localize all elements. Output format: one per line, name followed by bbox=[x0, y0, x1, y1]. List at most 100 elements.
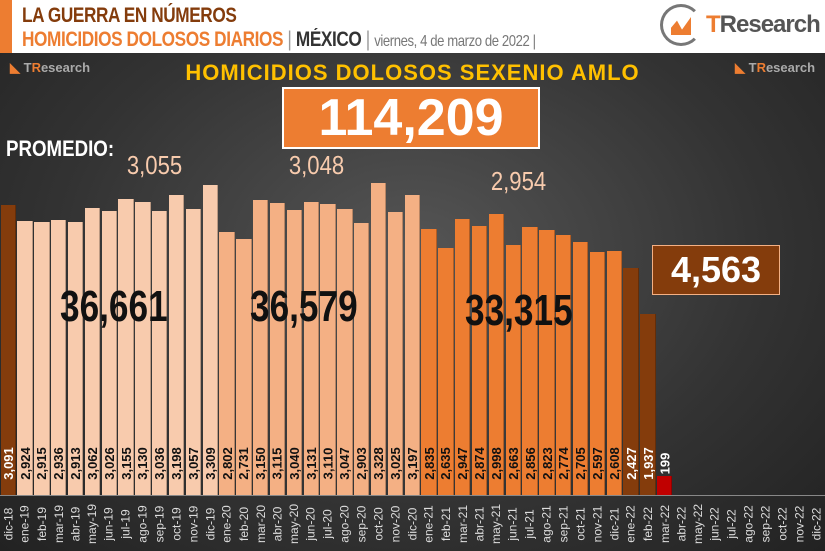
bar-jun-19 bbox=[101, 211, 117, 495]
month-label: sep-19 bbox=[152, 505, 167, 543]
bar-dic-19 bbox=[202, 184, 218, 495]
value-label: 3,026 bbox=[101, 446, 117, 480]
month-label: ago-22 bbox=[741, 505, 756, 543]
total-2019: 36,661 bbox=[60, 282, 168, 331]
month-label: nov-19 bbox=[186, 505, 201, 543]
month-label: mar-19 bbox=[51, 504, 66, 544]
value-label: 2,913 bbox=[67, 446, 83, 480]
value-label: 2,427 bbox=[623, 446, 639, 480]
value-label: 3,155 bbox=[118, 446, 134, 480]
value-label: 3,197 bbox=[404, 446, 420, 480]
month-label: jun-19 bbox=[102, 507, 117, 541]
value-label: 3,025 bbox=[387, 446, 403, 480]
month-label: jul-20 bbox=[320, 509, 335, 539]
watermark-logo: ◣ TResearch bbox=[10, 60, 91, 75]
month-label: nov-20 bbox=[388, 505, 403, 543]
value-label: 2,835 bbox=[421, 446, 437, 480]
average-2021: 2,954 bbox=[490, 166, 547, 196]
month-label: abr-21 bbox=[472, 506, 487, 542]
month-label: feb-20 bbox=[236, 506, 251, 542]
month-label: mar-21 bbox=[455, 504, 470, 544]
month-label: dic-21 bbox=[607, 507, 622, 541]
month-label: ago-21 bbox=[539, 505, 554, 543]
average-2019: 3,055 bbox=[126, 150, 183, 180]
month-label: sep-21 bbox=[556, 505, 571, 543]
country: MÉXICO bbox=[295, 28, 362, 51]
separator: | bbox=[287, 28, 292, 51]
value-label: 2,915 bbox=[34, 446, 50, 480]
bar-sep-21 bbox=[556, 235, 572, 495]
month-label: may-22 bbox=[691, 503, 706, 545]
bar-ene-22 bbox=[623, 267, 639, 495]
bar-oct-19 bbox=[168, 195, 185, 495]
bar-ene-20 bbox=[219, 232, 235, 495]
month-label: mar-22 bbox=[657, 504, 672, 544]
month-label: dic-19 bbox=[203, 507, 218, 541]
value-label: 2,608 bbox=[606, 446, 622, 480]
month-label: feb-19 bbox=[34, 506, 49, 542]
logo-text: TResearch bbox=[706, 11, 821, 38]
value-label: 2,856 bbox=[522, 446, 538, 480]
value-label: 2,635 bbox=[438, 446, 454, 480]
bar-ago-21 bbox=[539, 230, 555, 495]
bar-nov-21 bbox=[589, 251, 606, 495]
bar-may-21 bbox=[488, 214, 505, 495]
month-label: mar-20 bbox=[253, 504, 268, 544]
month-label: feb-22 bbox=[640, 506, 655, 542]
bar-oct-20 bbox=[370, 183, 387, 495]
header-title: LA GUERRA EN NÚMEROS bbox=[22, 4, 237, 27]
bar-jul-19 bbox=[118, 199, 134, 495]
bar-jun-21 bbox=[505, 245, 521, 495]
bar-ago-20 bbox=[337, 209, 353, 495]
value-label: 2,903 bbox=[354, 446, 370, 480]
bar-ago-19 bbox=[135, 201, 151, 495]
header: LA GUERRA EN NÚMEROS HOMICIDIOS DOLOSOS … bbox=[0, 0, 825, 53]
header-subtitle: HOMICIDIOS DOLOSOS DIARIOS | MÉXICO | vi… bbox=[22, 28, 536, 52]
value-label: 2,774 bbox=[556, 446, 572, 480]
bar-feb-20 bbox=[236, 239, 252, 495]
value-label: 3,328 bbox=[370, 446, 386, 480]
month-label: dic-22 bbox=[809, 507, 824, 541]
month-label: ene-21 bbox=[421, 505, 436, 543]
bar-may-20 bbox=[286, 210, 303, 495]
bar-ene-19 bbox=[17, 221, 33, 495]
bar-sep-20 bbox=[354, 222, 370, 495]
value-label: 3,309 bbox=[202, 446, 218, 480]
date: viernes, 4 de marzo de 2022 | bbox=[374, 33, 536, 50]
month-label: ene-22 bbox=[623, 505, 638, 543]
bar-abr-19 bbox=[67, 222, 84, 495]
month-label: nov-22 bbox=[792, 505, 807, 543]
bar-mar-22 bbox=[657, 476, 673, 495]
value-label: 2,705 bbox=[572, 446, 588, 480]
total-2020: 36,579 bbox=[250, 282, 358, 331]
bar-nov-20 bbox=[387, 211, 404, 495]
month-label: ago-20 bbox=[337, 505, 352, 543]
value-label: 2,998 bbox=[488, 446, 504, 480]
value-label: 3,036 bbox=[152, 446, 168, 480]
value-label: 2,823 bbox=[539, 446, 555, 480]
month-label: jul-19 bbox=[118, 509, 133, 539]
subtitle-text: HOMICIDIOS DOLOSOS DIARIOS bbox=[22, 28, 284, 51]
month-label: oct-20 bbox=[371, 507, 386, 541]
bar-sep-19 bbox=[152, 210, 168, 495]
month-label: ene-19 bbox=[17, 505, 32, 543]
month-label: jun-22 bbox=[708, 507, 723, 541]
month-label: may-19 bbox=[85, 503, 100, 545]
month-label: jul-22 bbox=[724, 509, 739, 539]
value-label: 2,663 bbox=[505, 446, 521, 480]
month-label: jun-21 bbox=[506, 507, 521, 541]
bar-oct-21 bbox=[572, 241, 589, 495]
watermark-logo: ◣ TResearch bbox=[735, 60, 816, 75]
average-2020: 3,048 bbox=[288, 150, 345, 180]
value-label: 3,047 bbox=[337, 446, 353, 480]
value-label: 1,937 bbox=[640, 446, 656, 480]
month-label: oct-19 bbox=[169, 507, 184, 541]
bar-dic-20 bbox=[404, 195, 420, 495]
bar-abr-21 bbox=[471, 225, 488, 495]
month-label: may-20 bbox=[287, 503, 302, 545]
month-label: may-21 bbox=[489, 503, 504, 545]
month-label: ene-20 bbox=[219, 505, 234, 543]
bar-mar-19 bbox=[51, 219, 67, 495]
value-label: 2,731 bbox=[236, 446, 252, 480]
month-label: abr-19 bbox=[68, 506, 83, 542]
